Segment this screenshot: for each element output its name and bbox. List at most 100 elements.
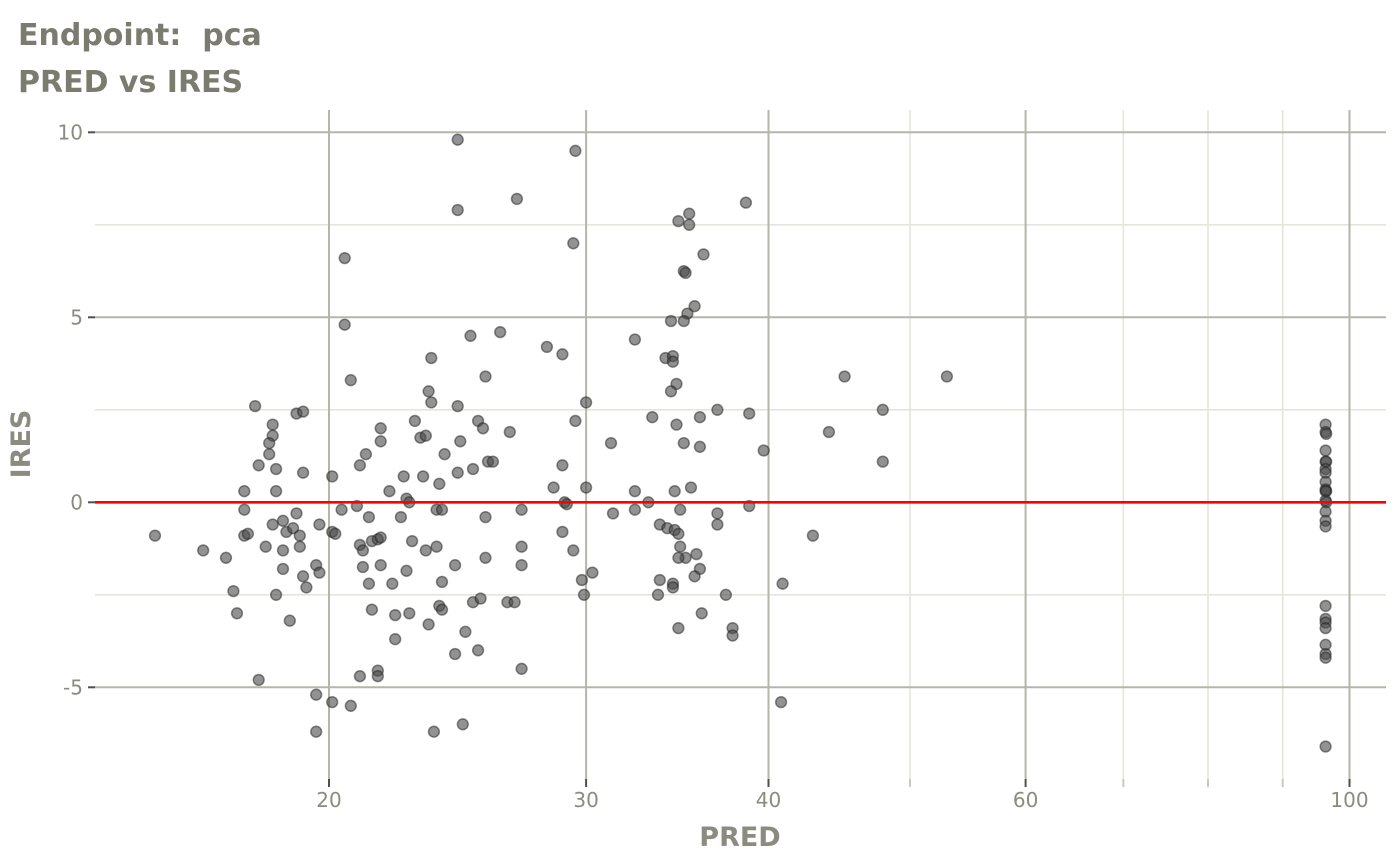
data-point <box>515 503 528 516</box>
major-gridlines <box>95 110 1386 779</box>
data-point <box>344 374 357 387</box>
data-point <box>672 621 685 635</box>
data-point <box>606 507 620 520</box>
data-point <box>263 436 276 450</box>
data-point <box>338 251 351 265</box>
data-point <box>197 544 210 557</box>
data-point <box>335 503 348 516</box>
data-point <box>476 422 490 435</box>
data-point <box>579 396 593 409</box>
data-point <box>438 448 451 461</box>
data-point <box>695 607 708 620</box>
data-point <box>776 577 789 590</box>
data-point <box>310 688 323 701</box>
data-point <box>356 544 370 557</box>
data-point <box>451 203 464 217</box>
data-point <box>219 551 233 564</box>
data-point <box>405 534 419 548</box>
data-point <box>374 559 387 572</box>
data-point <box>353 670 367 683</box>
data-point <box>435 503 449 516</box>
data-point <box>556 459 569 472</box>
data-point <box>586 566 599 579</box>
x-tick-label: 20 <box>316 788 341 812</box>
data-point <box>383 485 396 498</box>
data-point <box>711 518 724 531</box>
data-point <box>448 647 462 661</box>
data-point <box>876 403 889 416</box>
data-point <box>397 470 410 483</box>
data-point <box>688 570 701 583</box>
data-point <box>269 462 283 476</box>
data-point <box>743 407 756 420</box>
data-point <box>679 266 692 280</box>
data-point <box>451 466 464 479</box>
data-point <box>403 607 416 620</box>
data-point <box>464 329 477 342</box>
data-point <box>822 425 836 439</box>
data-point <box>1319 621 1332 635</box>
data-point <box>503 425 516 439</box>
data-point <box>422 385 435 398</box>
data-point <box>651 588 665 601</box>
data-point <box>479 510 492 524</box>
data-point <box>290 507 303 520</box>
data-point <box>293 540 306 553</box>
data-point <box>719 588 733 601</box>
chart-title: Endpoint: pca <box>18 18 262 53</box>
x-tick-label: 30 <box>573 788 598 812</box>
data-point <box>664 314 678 328</box>
data-point <box>263 448 276 461</box>
data-point <box>567 544 580 557</box>
data-point <box>672 214 685 228</box>
y-axis-title: IRES <box>6 410 37 479</box>
data-point <box>248 399 262 413</box>
data-point <box>454 435 467 448</box>
data-point <box>726 629 739 642</box>
data-point <box>677 314 690 328</box>
data-point <box>238 503 251 516</box>
data-point <box>1319 444 1332 457</box>
data-point <box>567 237 580 250</box>
data-point <box>310 725 323 738</box>
data-point <box>451 399 464 413</box>
data-point <box>479 551 492 564</box>
data-point <box>269 588 283 601</box>
data-point <box>683 218 696 231</box>
y-tick-label: 5 <box>70 305 83 329</box>
data-point <box>374 422 387 435</box>
data-point <box>693 411 707 424</box>
data-point <box>362 577 376 590</box>
data-point <box>389 608 402 622</box>
data-point <box>419 544 432 557</box>
data-point <box>400 564 413 577</box>
data-point <box>300 581 313 594</box>
data-point <box>459 625 472 638</box>
data-point <box>479 370 492 383</box>
data-point <box>806 529 820 542</box>
x-tick-label: 40 <box>756 788 781 812</box>
data-point <box>664 385 678 398</box>
data-point <box>283 614 296 627</box>
data-point <box>448 559 462 572</box>
data-point <box>313 518 326 531</box>
data-point <box>1319 740 1332 753</box>
data-point <box>344 699 357 712</box>
data-point <box>711 507 724 520</box>
data-point <box>684 481 698 494</box>
data-point <box>296 570 310 583</box>
data-point <box>252 673 265 687</box>
x-tick-label: 60 <box>1013 788 1038 812</box>
data-point <box>252 459 265 472</box>
data-point <box>326 470 339 483</box>
data-point <box>296 466 310 479</box>
data-point <box>577 588 591 601</box>
data-point <box>353 459 367 472</box>
data-point <box>774 695 788 709</box>
axis-ticks <box>88 131 1351 787</box>
data-point <box>670 418 683 431</box>
data-point <box>646 411 659 424</box>
data-point <box>427 725 441 738</box>
data-point <box>628 333 642 346</box>
data-point <box>266 518 279 531</box>
